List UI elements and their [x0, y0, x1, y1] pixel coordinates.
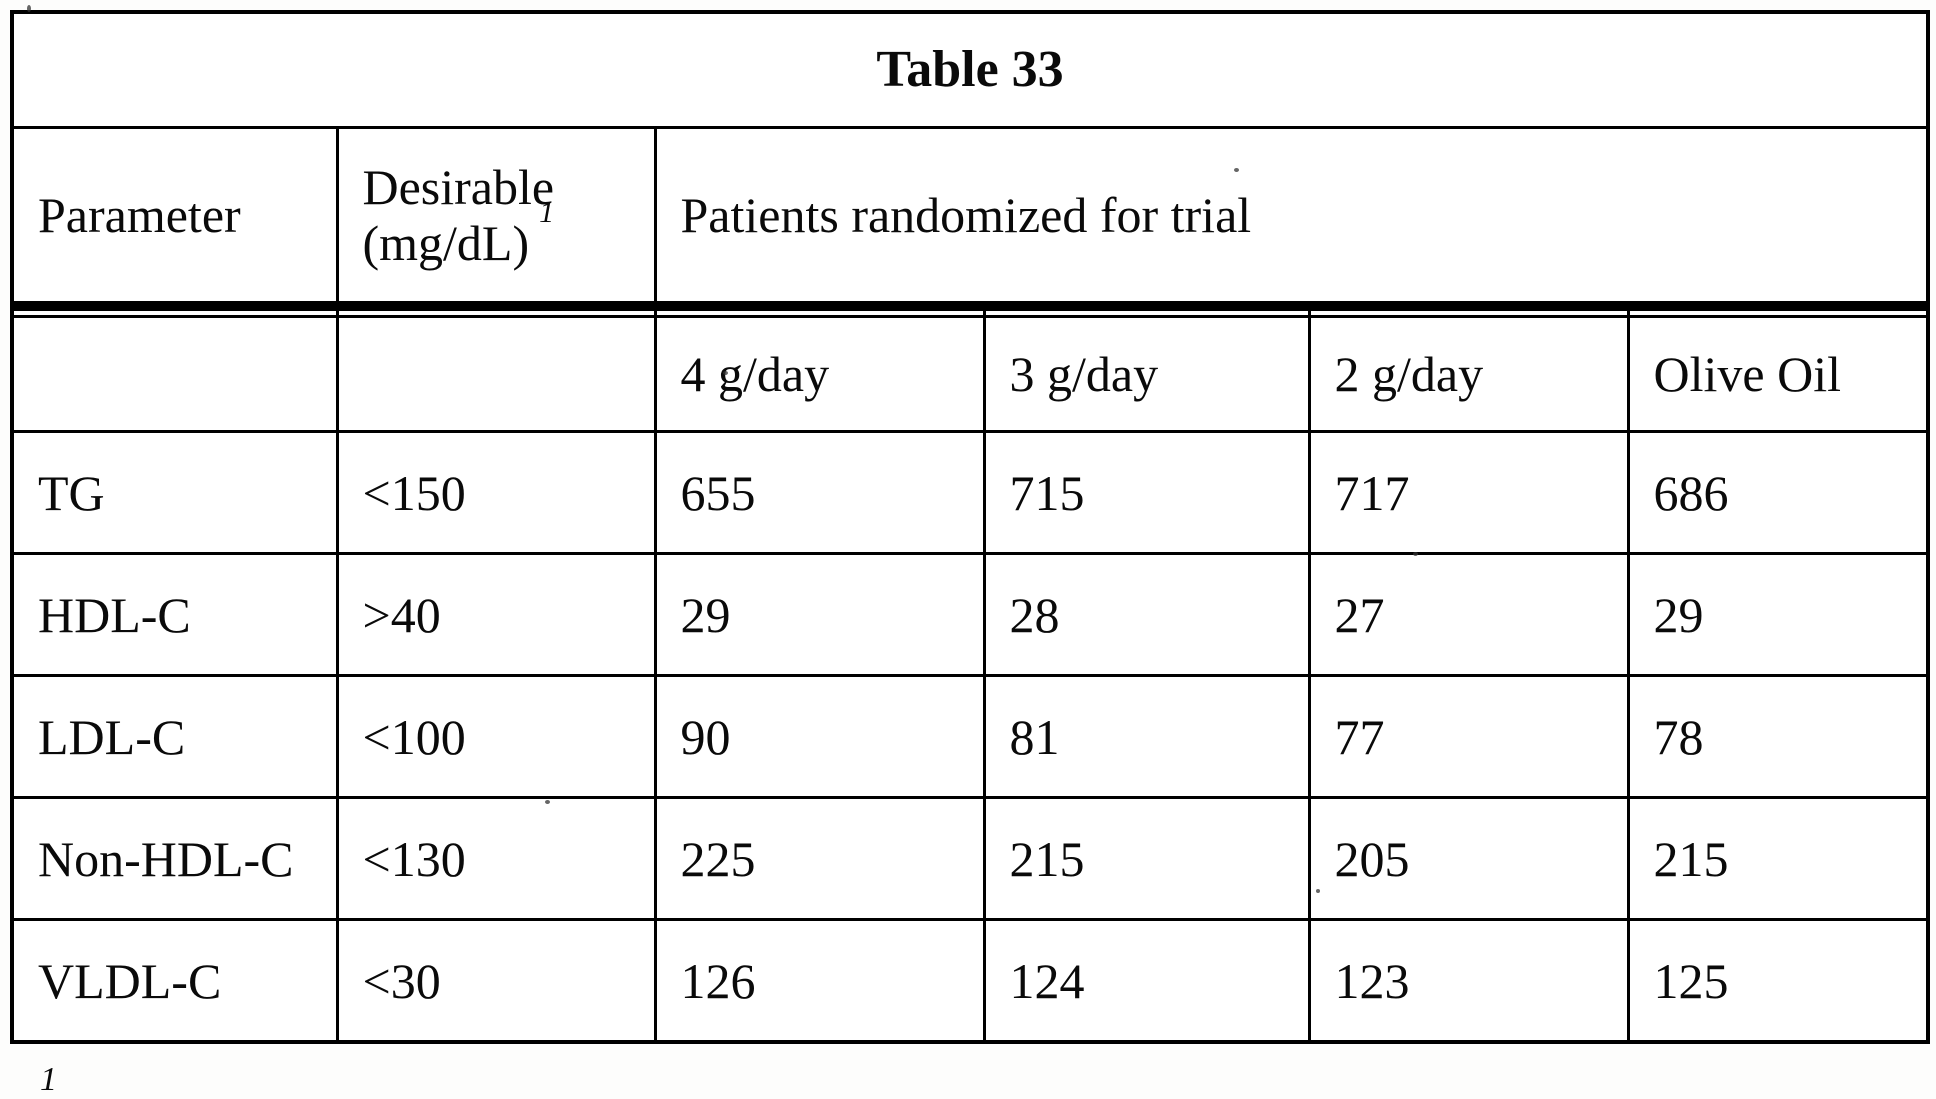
- desirable-label-line1: Desirable: [362, 159, 555, 215]
- value-cell: 715: [982, 430, 1311, 555]
- data-row-ldl-c: LDL-C <100 90 81 77 78: [10, 674, 1930, 799]
- data-row-vldl-c: VLDL-C <30 126 124 123 125: [10, 918, 1930, 1044]
- param-name-cell: HDL-C: [10, 552, 339, 677]
- value-cell: 125: [1626, 918, 1930, 1044]
- col-group-header-patients: Patients randomized for trial: [653, 126, 1930, 308]
- param-name-cell: Non-HDL-C: [10, 796, 339, 921]
- column-header-4gday: 4 g/day: [653, 315, 986, 433]
- data-row-hdl-c: HDL-C >40 29 28 27 29: [10, 552, 1930, 677]
- value-cell: 78: [1626, 674, 1930, 799]
- param-name-cell: TG: [10, 430, 339, 555]
- footnote-marker: 1: [40, 1061, 57, 1098]
- value-cell: 225: [653, 796, 986, 921]
- scan-speck: [723, 371, 728, 375]
- desirable-value-cell: >40: [335, 552, 657, 677]
- table-title: Table 33: [10, 10, 1930, 129]
- value-cell: 29: [1626, 552, 1930, 677]
- value-cell: 27: [1307, 552, 1630, 677]
- column-header-2gday: 2 g/day: [1307, 315, 1630, 433]
- scan-speck: [1413, 552, 1418, 556]
- value-cell: 205: [1307, 796, 1630, 921]
- value-cell: 215: [982, 796, 1311, 921]
- data-row-tg: TG <150 655 715 717 686: [10, 430, 1930, 555]
- value-cell: 77: [1307, 674, 1630, 799]
- param-name-cell: LDL-C: [10, 674, 339, 799]
- scan-speck: [1316, 889, 1320, 893]
- table-title-row: Table 33: [10, 10, 1930, 129]
- value-cell: 717: [1307, 430, 1630, 555]
- empty-cell: [10, 315, 339, 433]
- value-cell: 126: [653, 918, 986, 1044]
- table-header-row: Parameter Desirable (mg/dL) 1 Patients ra…: [10, 126, 1930, 308]
- value-cell: 29: [653, 552, 986, 677]
- value-cell: 215: [1626, 796, 1930, 921]
- value-cell: 123: [1307, 918, 1630, 1044]
- column-header-3gday: 3 g/day: [982, 315, 1311, 433]
- data-row-non-hdl-c: Non-HDL-C <130 225 215 205 215: [10, 796, 1930, 921]
- value-cell: 124: [982, 918, 1311, 1044]
- value-cell: 655: [653, 430, 986, 555]
- col-header-desirable: Desirable (mg/dL) 1: [335, 126, 657, 308]
- value-cell: 81: [982, 674, 1311, 799]
- desirable-value-cell: <30: [335, 918, 657, 1044]
- column-header-olive-oil: Olive Oil: [1626, 315, 1930, 433]
- dose-header-row: 4 g/day 3 g/day 2 g/day Olive Oil: [10, 315, 1930, 433]
- scan-speck: [1234, 168, 1239, 172]
- desirable-value-cell: <130: [335, 796, 657, 921]
- thick-separator-rule: [10, 301, 1930, 318]
- value-cell: 28: [982, 552, 1311, 677]
- value-cell: 90: [653, 674, 986, 799]
- param-name-cell: VLDL-C: [10, 918, 339, 1044]
- footnote-reference: 1: [539, 196, 555, 230]
- col-header-parameter: Parameter: [10, 126, 339, 308]
- desirable-value-cell: <100: [335, 674, 657, 799]
- value-cell: 686: [1626, 430, 1930, 555]
- empty-cell: [335, 315, 657, 433]
- table-33: Table 33 Parameter Desirable (mg/dL) 1 Pa…: [10, 10, 1931, 1044]
- desirable-value-cell: <150: [335, 430, 657, 555]
- scan-speck: [27, 5, 31, 12]
- desirable-label-line2: (mg/dL): [362, 215, 530, 271]
- scan-speck: [545, 800, 550, 804]
